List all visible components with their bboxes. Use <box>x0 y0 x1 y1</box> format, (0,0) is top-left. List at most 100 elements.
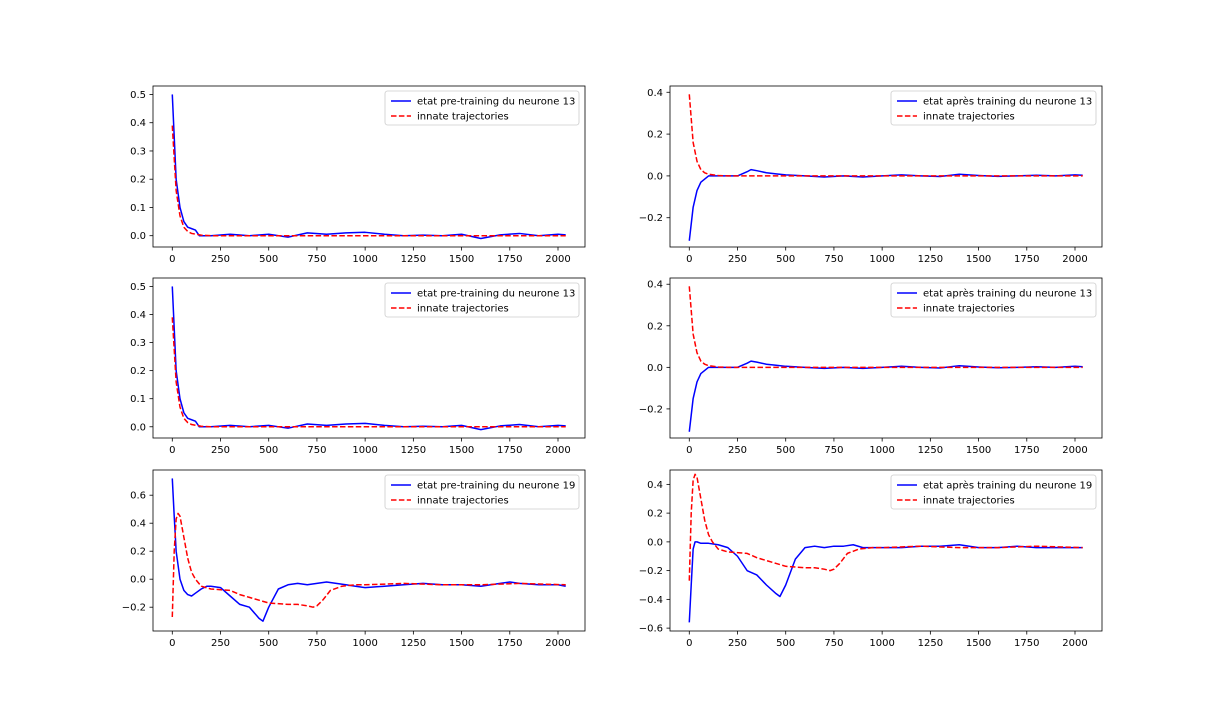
x-tick-label: 1000 <box>352 445 377 456</box>
x-tick-label: 500 <box>259 445 278 456</box>
y-tick-label: 0.0 <box>647 363 663 374</box>
x-tick-label: 1750 <box>497 254 522 265</box>
axes-frame <box>152 277 586 439</box>
x-tick-label: 500 <box>776 445 795 456</box>
x-tick-label: 250 <box>211 445 230 456</box>
legend-label-1: etat après training du neurone 19 <box>923 480 1092 492</box>
x-tick-label: 250 <box>728 254 747 265</box>
x-tick-label: 2000 <box>545 638 570 649</box>
x-tick-label: 250 <box>211 638 230 649</box>
y-tick-label: 0.0 <box>130 422 146 433</box>
legend: etat pre-training du neurone 13 innate tr… <box>384 90 580 126</box>
subplot-5: 0 250 500 750 1000 1250 1500 1750 2000 −0.2 0.0 0.2… <box>122 469 586 649</box>
x-tick-label: 750 <box>824 254 843 265</box>
series-line-2 <box>171 317 566 428</box>
x-tick-label: 1500 <box>966 445 991 456</box>
x-tick-label: 750 <box>824 638 843 649</box>
legend-box <box>890 474 1097 510</box>
legend-label-1: etat après training du neurone 13 <box>923 96 1092 108</box>
x-tick-label: 500 <box>776 254 795 265</box>
legend: etat pre-training du neurone 13 innate tr… <box>384 282 580 318</box>
axes-frame <box>669 85 1103 248</box>
axes-frame <box>669 469 1103 632</box>
x-tick-label: 1250 <box>401 638 426 649</box>
y-tick-label: 0.0 <box>647 537 663 548</box>
legend: etat après training du neurone 13 innate … <box>890 282 1097 318</box>
x-tick-label: 0 <box>169 445 175 456</box>
x-tick-label: 500 <box>776 638 795 649</box>
x-tick-label: 1750 <box>1014 445 1039 456</box>
x-tick-label: 2000 <box>545 254 570 265</box>
x-tick-label: 1250 <box>918 445 943 456</box>
series-line-1 <box>171 286 566 431</box>
y-tick-label: 0.2 <box>130 175 146 186</box>
legend-box <box>890 282 1097 318</box>
x-tick-label: 750 <box>824 445 843 456</box>
y-tick-label: −0.4 <box>639 595 663 606</box>
x-tick-label: 1500 <box>449 638 474 649</box>
y-tick-label: 0.4 <box>130 310 146 321</box>
series-line-2 <box>688 473 1083 581</box>
x-tick-label: 750 <box>307 445 326 456</box>
legend-label-1: etat après training du neurone 13 <box>923 288 1092 300</box>
x-tick-label: 250 <box>728 638 747 649</box>
x-tick-label: 500 <box>259 254 278 265</box>
y-tick-label: 0.2 <box>130 547 146 558</box>
y-tick-label: 0.3 <box>130 146 146 157</box>
y-tick-label: −0.6 <box>639 624 663 635</box>
x-tick-label: 1000 <box>869 445 894 456</box>
series-line-2 <box>688 94 1083 177</box>
subplot-4: 0 250 500 750 1000 1250 1500 1750 2000 −0.2 0.0 0.2… <box>639 277 1103 456</box>
x-tick-label: 1250 <box>401 445 426 456</box>
y-tick-label: 0.4 <box>130 519 146 530</box>
x-tick-label: 2000 <box>1062 445 1087 456</box>
x-tick-label: 1250 <box>918 254 943 265</box>
legend-label-2: innate trajectories <box>417 112 509 123</box>
x-tick-label: 750 <box>307 638 326 649</box>
x-tick-label: 2000 <box>1062 638 1087 649</box>
legend-label-2: innate trajectories <box>417 304 509 315</box>
x-tick-label: 1500 <box>449 445 474 456</box>
y-tick-label: −0.2 <box>639 566 663 577</box>
x-tick-label: 500 <box>259 638 278 649</box>
legend-label-1: etat pre-training du neurone 19 <box>417 481 575 492</box>
y-tick-label: 0.2 <box>130 366 146 377</box>
x-tick-label: 2000 <box>1062 254 1087 265</box>
y-tick-label: 0.1 <box>130 203 146 214</box>
x-tick-label: 1000 <box>869 254 894 265</box>
y-tick-label: −0.2 <box>639 404 663 415</box>
series-line-2 <box>171 125 566 237</box>
series-line-2 <box>688 286 1083 369</box>
y-tick-label: 0.0 <box>130 231 146 242</box>
subplot-3: 0 250 500 750 1000 1250 1500 1750 2000 0.0 0.1 0.2 0… <box>130 277 586 456</box>
y-tick-label: 0.2 <box>647 321 663 332</box>
x-tick-label: 0 <box>169 254 175 265</box>
legend-label-1: etat pre-training du neurone 13 <box>417 97 575 108</box>
legend-box <box>890 90 1097 126</box>
x-tick-label: 1750 <box>497 638 522 649</box>
x-tick-label: 1750 <box>497 445 522 456</box>
x-tick-label: 1750 <box>1014 254 1039 265</box>
x-tick-label: 1500 <box>449 254 474 265</box>
legend: etat après training du neurone 13 innate … <box>890 90 1097 126</box>
legend-box <box>384 282 580 318</box>
y-tick-label: 0.5 <box>130 90 146 101</box>
y-tick-label: 0.4 <box>647 280 663 291</box>
y-tick-label: 0.2 <box>647 130 663 141</box>
x-tick-label: 0 <box>169 638 175 649</box>
subplot-6: 0 250 500 750 1000 1250 1500 1750 2000 −0.6 −0.4 −0… <box>639 469 1103 649</box>
x-tick-label: 0 <box>686 445 692 456</box>
axes-frame <box>152 85 586 248</box>
x-tick-label: 1000 <box>352 254 377 265</box>
x-tick-label: 1500 <box>966 638 991 649</box>
y-tick-label: 0.1 <box>130 394 146 405</box>
y-tick-label: 0.0 <box>647 171 663 182</box>
x-tick-label: 750 <box>307 254 326 265</box>
x-tick-label: 0 <box>686 638 692 649</box>
y-tick-label: 0.3 <box>130 338 146 349</box>
legend-box <box>384 90 580 126</box>
x-tick-label: 1000 <box>869 638 894 649</box>
x-tick-label: 1750 <box>1014 638 1039 649</box>
legend: etat après training du neurone 19 innate … <box>890 474 1097 510</box>
subplot-1: 0 250 500 750 1000 1250 1500 1750 2000 0.0 0.1 0.2 0… <box>130 85 586 265</box>
